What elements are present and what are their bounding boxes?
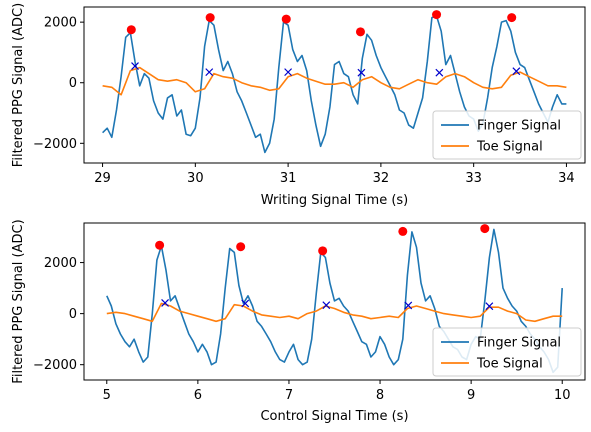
series-line-finger-signal [106, 228, 563, 374]
peak-marker [507, 13, 517, 23]
legend: Finger Signal Toe Signal [432, 110, 582, 160]
peak-marker [480, 224, 490, 234]
series-line-toe-signal [102, 66, 567, 96]
y-tick-label: −2000 [33, 137, 77, 152]
plot-area [106, 224, 563, 374]
peak-marker [236, 242, 246, 252]
onset-marker [512, 67, 521, 76]
y-tick-label: 2000 [44, 256, 77, 271]
legend-label: Finger Signal [477, 336, 561, 351]
subplot-1: 29 30 31 32 33 34 −2000 0 2000 Writing Signal Tim… [11, 3, 586, 208]
x-tick-label: 34 [558, 171, 575, 186]
peak-marker [126, 25, 136, 35]
x-axis-label: Writing Signal Time (s) [261, 193, 409, 208]
peak-marker [355, 27, 365, 37]
x-tick-label: 33 [465, 171, 482, 186]
peak-marker [281, 14, 291, 24]
onset-marker [131, 62, 139, 70]
series-line-toe-signal [106, 302, 563, 323]
legend-box [432, 110, 582, 160]
legend-box [432, 327, 582, 377]
onset-marker [404, 301, 413, 310]
peak-marker [155, 240, 165, 250]
x-tick-label: 10 [554, 388, 571, 403]
x-tick-label: 5 [103, 388, 111, 403]
legend-label: Toe Signal [476, 357, 543, 372]
axes-frame [83, 6, 586, 164]
x-tick-label: 29 [94, 171, 111, 186]
legend-label: Finger Signal [477, 119, 561, 134]
peak-marker [398, 226, 408, 236]
x-tick-label: 7 [285, 388, 293, 403]
legend: Finger Signal Toe Signal [432, 327, 582, 377]
legend-label: Toe Signal [476, 140, 543, 155]
subplot-2: 5 6 7 8 9 10 −2000 0 2000 Control Signal Time (s)… [11, 219, 586, 424]
onset-marker [161, 298, 169, 307]
y-axis-label: Filtered PPG Signal (ADC) [11, 219, 26, 383]
plot-area [102, 10, 567, 154]
onset-marker [435, 68, 444, 77]
y-tick-label: −2000 [33, 358, 77, 373]
peak-marker [432, 10, 442, 20]
onset-marker [205, 68, 214, 77]
y-tick-label: 0 [69, 307, 77, 322]
onset-marker [322, 301, 331, 310]
peak-marker [318, 246, 328, 256]
x-tick-label: 8 [376, 388, 384, 403]
y-tick-label: 0 [69, 76, 77, 91]
x-tick-label: 6 [194, 388, 202, 403]
y-axis-label: Filtered PPG Signal (ADC) [11, 3, 26, 167]
y-tick-label: 2000 [44, 16, 77, 31]
onset-marker [357, 68, 366, 77]
peak-marker [205, 13, 215, 23]
x-tick-label: 31 [280, 171, 297, 186]
onset-marker [284, 68, 293, 77]
x-axis-label: Control Signal Time (s) [260, 409, 408, 424]
x-tick-label: 9 [467, 388, 475, 403]
x-tick-label: 30 [187, 171, 204, 186]
onset-marker [241, 299, 250, 308]
axes-frame [83, 222, 586, 381]
x-tick-label: 32 [373, 171, 390, 186]
onset-marker [485, 302, 494, 311]
